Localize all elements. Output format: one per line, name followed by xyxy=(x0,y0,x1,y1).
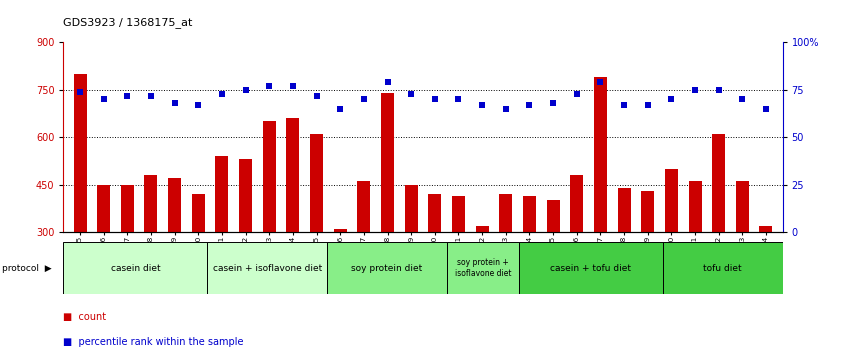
Point xyxy=(333,106,347,112)
Bar xyxy=(547,200,559,232)
Bar xyxy=(239,159,252,232)
Bar xyxy=(216,156,228,232)
Bar xyxy=(594,77,607,232)
Point xyxy=(759,106,772,112)
Text: ■  count: ■ count xyxy=(63,312,107,322)
Bar xyxy=(641,191,654,232)
Bar xyxy=(447,242,519,294)
Point xyxy=(215,91,228,96)
Text: ■  percentile rank within the sample: ■ percentile rank within the sample xyxy=(63,337,244,347)
Bar xyxy=(736,181,749,232)
Point xyxy=(144,93,157,98)
Bar xyxy=(452,195,465,232)
Bar xyxy=(74,74,86,232)
Point xyxy=(168,100,181,106)
Bar xyxy=(475,225,489,232)
Bar xyxy=(263,121,276,232)
Bar xyxy=(327,242,447,294)
Point xyxy=(570,91,584,96)
Point xyxy=(404,91,418,96)
Point xyxy=(618,102,631,108)
Point xyxy=(381,79,394,85)
Bar xyxy=(689,181,701,232)
Text: protocol  ▶: protocol ▶ xyxy=(2,264,52,273)
Bar xyxy=(404,184,418,232)
Point xyxy=(523,102,536,108)
Bar xyxy=(310,134,323,232)
Bar xyxy=(357,181,371,232)
Point xyxy=(594,79,607,85)
Bar xyxy=(121,184,134,232)
Point xyxy=(97,96,111,102)
Bar xyxy=(381,93,394,232)
Point xyxy=(239,87,252,93)
Bar xyxy=(97,184,110,232)
Point xyxy=(428,96,442,102)
Point xyxy=(499,106,513,112)
Point xyxy=(262,83,276,89)
Bar xyxy=(662,242,783,294)
Bar xyxy=(333,229,347,232)
Point xyxy=(191,102,205,108)
Bar xyxy=(192,194,205,232)
Bar xyxy=(287,118,299,232)
Point xyxy=(547,100,560,106)
Bar xyxy=(63,242,207,294)
Text: GDS3923 / 1368175_at: GDS3923 / 1368175_at xyxy=(63,17,193,28)
Text: casein diet: casein diet xyxy=(111,264,160,273)
Bar xyxy=(523,195,536,232)
Text: tofu diet: tofu diet xyxy=(703,264,742,273)
Bar xyxy=(618,188,630,232)
Text: soy protein diet: soy protein diet xyxy=(351,264,423,273)
Bar xyxy=(168,178,181,232)
Point xyxy=(310,93,323,98)
Bar xyxy=(712,134,725,232)
Point xyxy=(735,96,749,102)
Point xyxy=(712,87,726,93)
Text: casein + isoflavone diet: casein + isoflavone diet xyxy=(212,264,321,273)
Point xyxy=(689,87,702,93)
Text: soy protein +
isoflavone diet: soy protein + isoflavone diet xyxy=(454,258,511,278)
Point xyxy=(665,96,678,102)
Point xyxy=(357,96,371,102)
Bar xyxy=(207,242,327,294)
Point xyxy=(475,102,489,108)
Point xyxy=(286,83,299,89)
Bar xyxy=(760,225,772,232)
Bar xyxy=(428,194,442,232)
Bar xyxy=(519,242,662,294)
Text: casein + tofu diet: casein + tofu diet xyxy=(550,264,631,273)
Bar xyxy=(570,175,583,232)
Point xyxy=(452,96,465,102)
Point xyxy=(641,102,655,108)
Point xyxy=(74,89,87,95)
Bar xyxy=(499,194,513,232)
Bar xyxy=(145,175,157,232)
Bar xyxy=(665,169,678,232)
Point xyxy=(120,93,134,98)
